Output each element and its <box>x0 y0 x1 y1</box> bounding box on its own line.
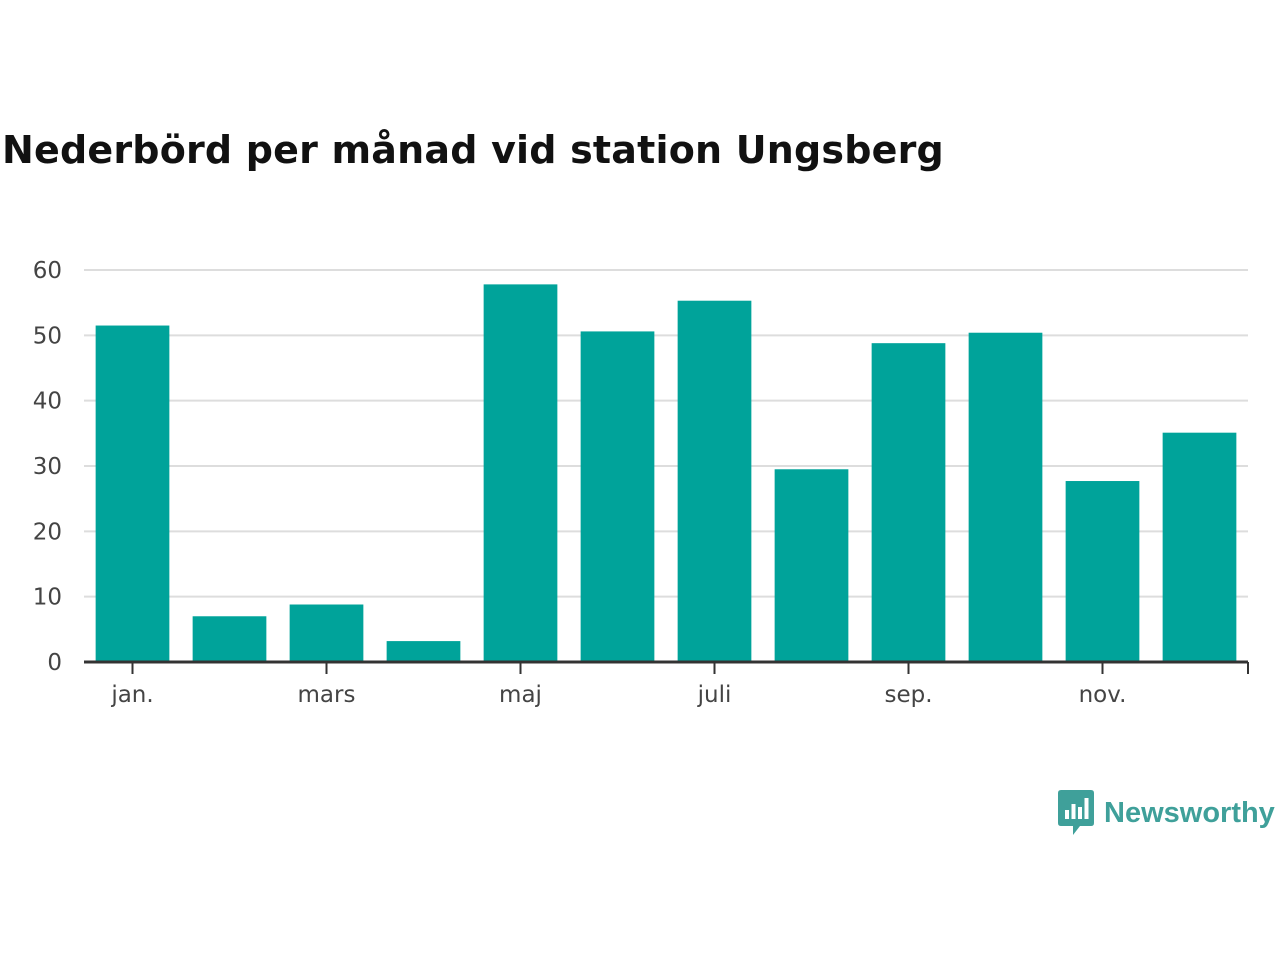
x-tick-label: maj <box>499 682 542 708</box>
x-tick-label: mars <box>298 682 356 708</box>
brand-name: Newsworthy <box>1104 796 1275 829</box>
chart-title: Nederbörd per månad vid station Ungsberg <box>2 128 944 172</box>
bar-juli <box>677 300 752 662</box>
y-tick-label: 10 <box>33 585 62 611</box>
bar-april <box>386 641 461 662</box>
brand-logo: Newsworthy <box>1058 790 1275 836</box>
bar-jan <box>95 325 170 662</box>
y-tick-label: 30 <box>33 454 62 480</box>
bar-maj <box>483 284 558 662</box>
gridlines <box>84 269 1248 598</box>
bar-aug <box>774 469 849 662</box>
y-axis-ticks: 0 10 20 30 40 50 60 <box>33 258 62 676</box>
bar-mars <box>289 604 364 662</box>
bar-dec <box>1162 432 1237 662</box>
x-tick-label: jan. <box>110 682 153 708</box>
newsworthy-logo-icon <box>1058 790 1094 835</box>
bar-nov <box>1065 481 1140 662</box>
y-tick-label: 60 <box>33 258 62 284</box>
bar-feb <box>192 616 267 662</box>
y-tick-label: 0 <box>47 650 62 676</box>
x-axis-ticks: jan. mars maj juli sep. nov. <box>110 662 1126 708</box>
bar-sep <box>871 343 946 662</box>
x-axis <box>84 660 1249 674</box>
bars <box>95 284 1237 662</box>
y-tick-label: 50 <box>33 323 62 349</box>
x-tick-label: nov. <box>1079 682 1127 708</box>
y-tick-label: 40 <box>33 389 62 415</box>
x-tick-label: sep. <box>884 682 932 708</box>
y-tick-label: 20 <box>33 519 62 545</box>
bar-juni <box>580 331 655 662</box>
bar-okt <box>968 332 1043 662</box>
x-tick-label: juli <box>697 682 732 708</box>
